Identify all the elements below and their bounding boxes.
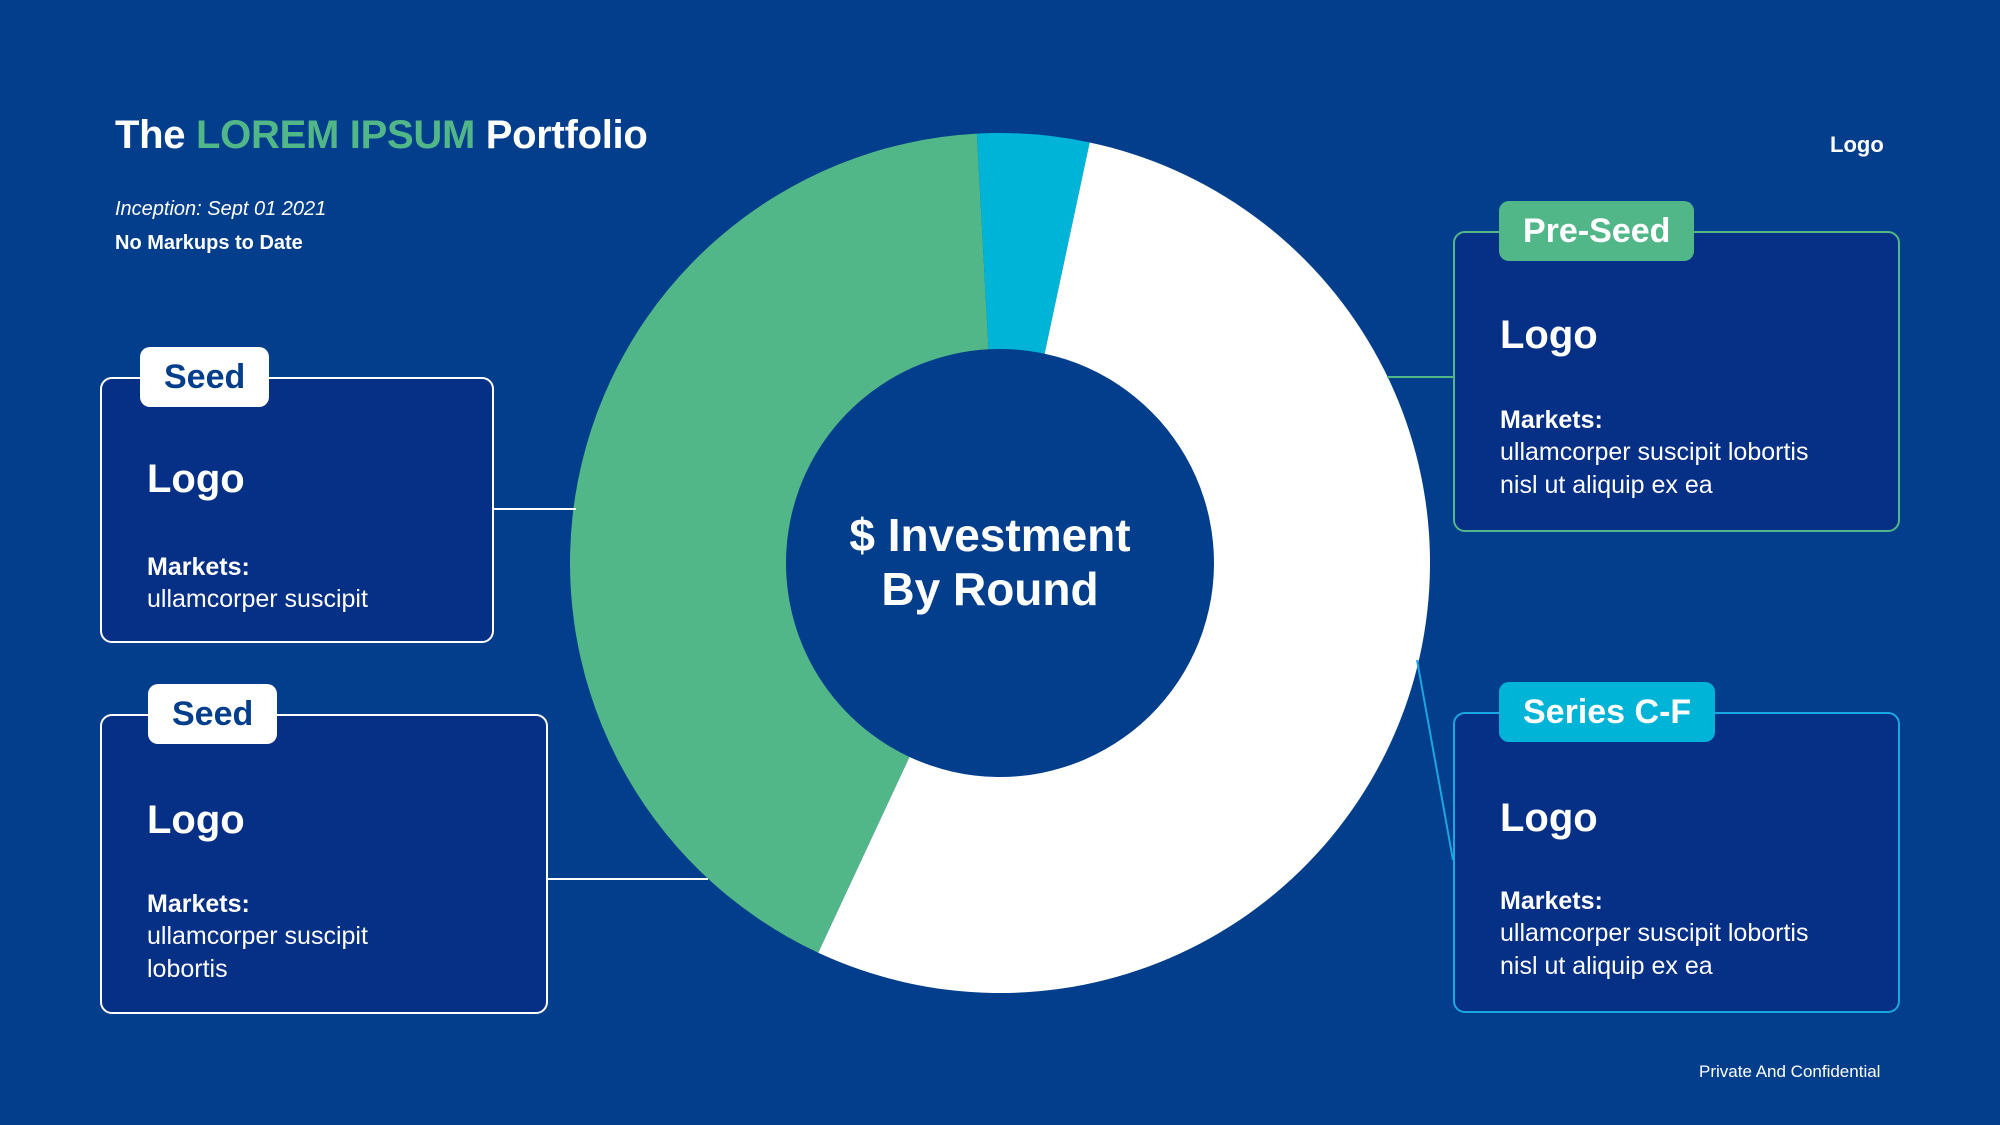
markets-text: ullamcorper suscipit lobortis nisl ut al… [1500,436,1808,502]
title-prefix: The [115,113,197,157]
markets-line: ullamcorper suscipit lobortis [1500,438,1809,466]
markets-line: nisl ut aliquip ex ea [1500,952,1713,980]
card-seed-2: Seed Logo Markets: ullamcorper suscipit … [100,684,548,1014]
donut-center-label: $ Investment By Round [790,508,1190,616]
markets-line: ullamcorper suscipit [147,922,368,950]
card-tag: Pre-Seed [1499,201,1695,261]
markets-line: nisl ut aliquip ex ea [1500,471,1713,499]
card-tag: Series C-F [1499,682,1716,742]
donut-slice-cyan [976,133,1090,354]
card-tag: Seed [148,684,278,744]
card-series-cf: Series C-F Logo Markets: ullamcorper sus… [1453,682,1900,1013]
title-suffix: Portfolio [474,113,648,157]
card-logo: Logo [147,457,245,501]
markets-line: ullamcorper suscipit [147,585,368,613]
donut-slice-white [818,142,1431,994]
inception-date: Inception: Sept 01 2021 [115,198,327,220]
card-tag: Seed [140,347,270,407]
center-label-line-2: By Round [881,563,1099,615]
header-logo: Logo [1830,132,1884,157]
connector-series-cf [1416,659,1454,861]
card-logo: Logo [1500,796,1598,840]
markets-text: ullamcorper suscipit [147,583,368,616]
center-label-line-1: $ Investment [849,509,1131,561]
markups-note: No Markups to Date [115,232,303,254]
markets-label: Markets: [1500,887,1603,915]
markets-line: lobortis [147,955,228,983]
donut-slice-green [570,133,989,953]
card-seed-1: Seed Logo Markets: ullamcorper suscipit [100,347,494,643]
markets-text: ullamcorper suscipit lobortis nisl ut al… [1500,917,1808,983]
confidential-footer: Private And Confidential [1699,1062,1881,1081]
title-highlight: LOREM IPSUM [196,113,475,157]
card-logo: Logo [1500,313,1598,357]
markets-text: ullamcorper suscipit lobortis [147,920,368,986]
card-pre-seed: Pre-Seed Logo Markets: ullamcorper susci… [1453,201,1900,532]
markets-label: Markets: [1500,406,1603,434]
markets-line: ullamcorper suscipit lobortis [1500,919,1809,947]
page-title: The LOREM IPSUM Portfolio [115,113,648,158]
markets-label: Markets: [147,890,250,918]
card-logo: Logo [147,798,245,842]
markets-label: Markets: [147,553,250,581]
